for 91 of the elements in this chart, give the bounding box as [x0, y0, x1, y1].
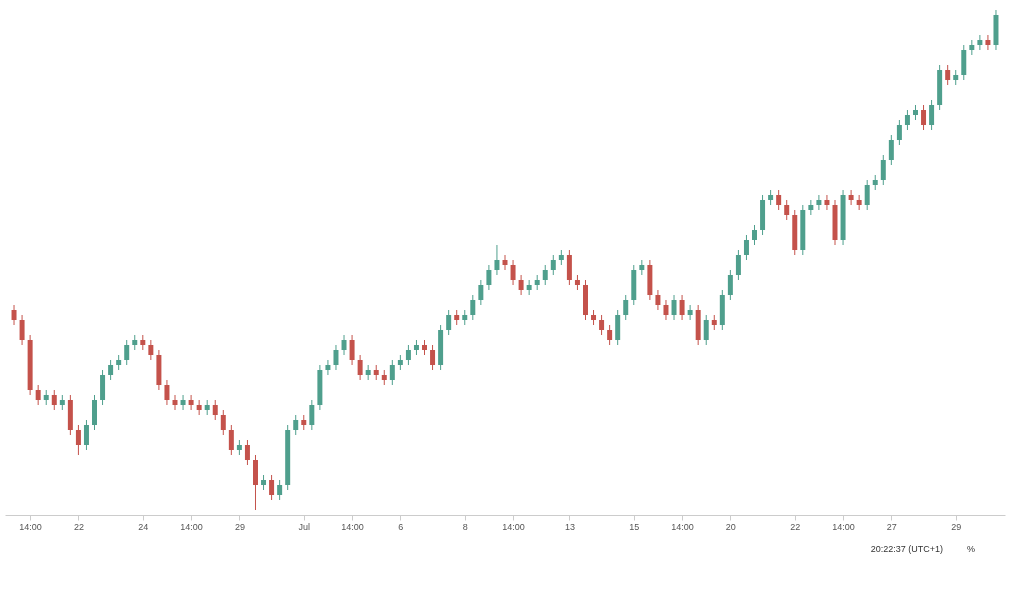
text: % — [966, 544, 975, 554]
candlestick — [35, 384, 41, 406]
candlestick — [977, 34, 983, 51]
candlestick — [172, 394, 178, 411]
candlestick — [341, 334, 347, 356]
candlestick — [220, 409, 226, 436]
candlestick — [510, 259, 516, 286]
candlestick — [75, 424, 81, 456]
x-tick-label: 22 — [790, 521, 801, 532]
candlestick — [743, 234, 749, 261]
candlestick — [108, 359, 114, 381]
x-tick-label: 14:00 — [19, 521, 42, 532]
x-tick-label: 13 — [564, 521, 575, 532]
x-tick-label: 14:00 — [671, 521, 694, 532]
x-tick-label: 14:00 — [502, 521, 525, 532]
candlestick — [679, 294, 685, 321]
candlestick — [864, 179, 870, 211]
candlestick — [357, 354, 363, 381]
candlestick — [985, 34, 991, 51]
candlestick — [848, 189, 854, 206]
candlestick — [784, 199, 790, 221]
candlestick — [526, 279, 532, 296]
candlestick — [470, 294, 476, 321]
candlestick — [687, 304, 693, 321]
x-tick-label: 27 — [886, 521, 897, 532]
candlestick — [405, 344, 411, 366]
candlestick — [824, 194, 830, 211]
x-tick-label: 14:00 — [341, 521, 364, 532]
candlestick — [671, 294, 677, 321]
candlestick — [277, 479, 283, 501]
x-tick-label: 8 — [462, 521, 468, 532]
candlestick — [11, 304, 17, 326]
candlestick — [180, 394, 186, 411]
candlestick — [880, 154, 886, 186]
x-tick-label: 14:00 — [180, 521, 203, 532]
candlestick — [51, 389, 57, 411]
candlestick — [896, 119, 902, 146]
candlestick — [188, 394, 194, 411]
x-tick-label: 14:00 — [832, 521, 855, 532]
candlestick — [148, 339, 154, 361]
candlestick — [446, 309, 452, 336]
x-tick-label: 29 — [234, 521, 245, 532]
text: 20:22:37 (UTC+1) — [870, 544, 943, 554]
candlestick — [929, 99, 935, 131]
x-tick-label: Jul — [298, 521, 311, 532]
candlestick — [542, 264, 548, 286]
candlestick — [776, 189, 782, 211]
candlestick — [921, 104, 927, 131]
x-tick-label: 29 — [951, 521, 962, 532]
candlestick — [164, 379, 170, 406]
candlestick — [325, 359, 331, 376]
candlestick — [655, 289, 661, 311]
candlestick — [196, 399, 202, 416]
x-tick-label: 6 — [398, 521, 404, 532]
candlestick — [808, 199, 814, 216]
candlestick — [19, 314, 25, 346]
candlestick — [945, 64, 951, 86]
candlestick — [244, 439, 250, 466]
candlestick — [607, 324, 613, 346]
candlestick — [502, 254, 508, 271]
candlestick — [599, 314, 605, 336]
candlestick — [816, 194, 822, 211]
x-tick-label: 22 — [73, 521, 84, 532]
x-tick-label: 20 — [725, 521, 736, 532]
candlestick — [727, 269, 733, 301]
candlestick — [333, 344, 339, 371]
candlestick — [663, 299, 669, 321]
candlestick — [494, 244, 500, 276]
candlestick — [269, 474, 275, 501]
candlestick — [550, 254, 556, 276]
candlestick — [486, 264, 492, 291]
candlestick — [735, 249, 741, 281]
x-tick-label: 15 — [629, 521, 640, 532]
candlestick — [212, 399, 218, 421]
x-tick-label: 24 — [138, 521, 149, 532]
candlestick — [856, 194, 862, 211]
candlestick — [309, 399, 315, 431]
candlestick — [228, 424, 234, 456]
candlestick — [293, 414, 299, 436]
candlestick — [518, 274, 524, 296]
candlestick — [888, 134, 894, 166]
candlestick — [752, 224, 758, 246]
candlestick — [623, 294, 629, 321]
candlestick — [430, 344, 436, 371]
candlestick — [349, 334, 355, 366]
candlestick — [703, 314, 709, 346]
candlestick — [904, 109, 910, 131]
candlestick — [478, 279, 484, 306]
candlestick — [389, 359, 395, 386]
candlestick — [83, 419, 89, 451]
candlestick — [124, 339, 130, 366]
